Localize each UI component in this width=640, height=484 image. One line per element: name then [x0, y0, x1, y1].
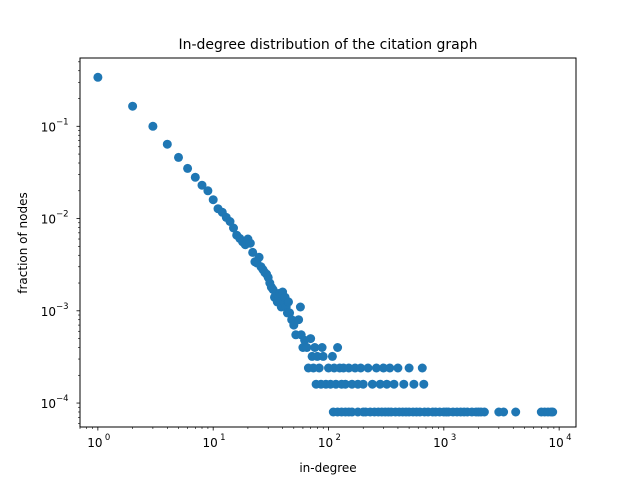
- x-tick-exponent: 3: [451, 433, 456, 443]
- data-point: [248, 247, 258, 257]
- data-point: [148, 121, 158, 131]
- data-point: [208, 195, 218, 205]
- data-point: [367, 379, 377, 389]
- data-point: [511, 407, 521, 417]
- x-tick-exponent: 1: [220, 433, 225, 443]
- data-point: [318, 351, 328, 361]
- data-point: [417, 363, 427, 373]
- axes-frame: [79, 57, 577, 428]
- data-point: [499, 407, 509, 417]
- data-point: [162, 139, 172, 149]
- data-point: [314, 363, 324, 373]
- data-point: [174, 152, 183, 162]
- data-point: [385, 363, 395, 373]
- data-point: [245, 238, 255, 248]
- x-tick-exponent: 0: [105, 433, 110, 443]
- data-point: [375, 379, 385, 389]
- data-point: [548, 407, 558, 417]
- data-point: [340, 379, 350, 389]
- data-point: [317, 343, 327, 352]
- data-point: [344, 363, 354, 373]
- y-tick-label: 10: [41, 213, 56, 227]
- data-point: [302, 343, 312, 352]
- y-tick-label: 10: [41, 305, 56, 319]
- x-tick-label: 10: [87, 436, 102, 450]
- data-point: [128, 101, 138, 111]
- y-tick-exponent: −1: [56, 117, 69, 127]
- data-point: [285, 308, 295, 318]
- data-point: [356, 363, 366, 373]
- data-point: [358, 379, 368, 389]
- data-point: [327, 351, 337, 361]
- y-tick-exponent: −3: [56, 302, 69, 312]
- data-point: [389, 379, 399, 389]
- data-point: [254, 252, 264, 262]
- y-tick-exponent: −2: [56, 210, 69, 220]
- data-point: [197, 180, 207, 190]
- data-point: [393, 363, 403, 373]
- data-point: [419, 379, 429, 389]
- data-point: [379, 363, 388, 373]
- data-point: [294, 315, 304, 325]
- plot-area: 10 0 10 1 10 2 10 3 10 4 10−410−310−210−1: [41, 57, 577, 450]
- data-points: [93, 72, 558, 417]
- y-axis-ticks: 10−410−310−210−1: [41, 61, 80, 424]
- data-point: [229, 223, 238, 233]
- x-tick-label: 10: [549, 436, 564, 450]
- data-point: [284, 297, 293, 307]
- x-tick-label: 10: [318, 436, 333, 450]
- chart-title: In-degree distribution of the citation g…: [178, 37, 477, 53]
- x-axis-label: in-degree: [299, 461, 356, 475]
- data-point: [183, 163, 193, 173]
- x-tick-exponent: 4: [566, 433, 571, 443]
- x-axis-ticks: 10 0 10 1 10 2 10 3 10 4: [79, 427, 572, 450]
- data-point: [203, 186, 213, 196]
- data-point: [399, 379, 409, 389]
- y-tick-exponent: −4: [56, 394, 69, 404]
- y-axis-label: fraction of nodes: [16, 192, 30, 294]
- data-point: [404, 363, 414, 373]
- y-tick-label: 10: [41, 120, 56, 134]
- x-tick-label: 10: [203, 436, 218, 450]
- data-point: [479, 407, 489, 417]
- y-tick-label: 10: [41, 397, 56, 411]
- data-point: [382, 379, 392, 389]
- data-point: [363, 363, 373, 373]
- data-point: [295, 302, 305, 312]
- data-point: [306, 334, 316, 344]
- data-point: [409, 379, 419, 389]
- x-tick-label: 10: [433, 436, 448, 450]
- x-tick-exponent: 2: [336, 433, 341, 443]
- data-point: [310, 343, 320, 352]
- data-point: [93, 72, 103, 82]
- data-point: [190, 172, 200, 182]
- data-point: [371, 363, 381, 373]
- data-point: [333, 343, 343, 352]
